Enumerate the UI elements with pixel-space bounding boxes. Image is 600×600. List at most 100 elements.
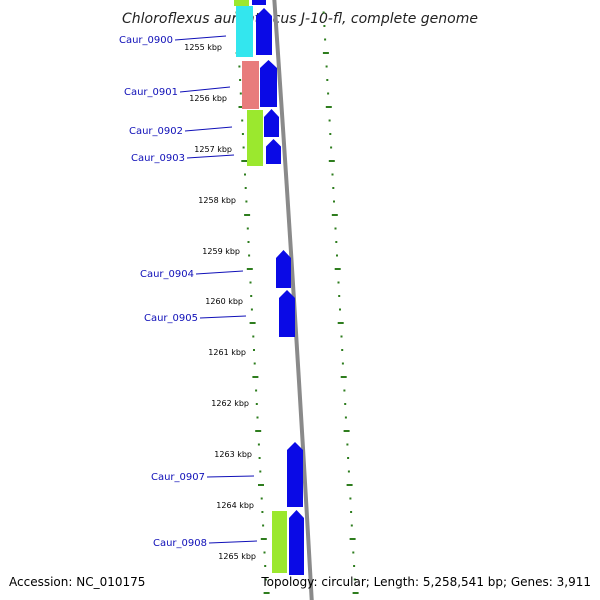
cog-block <box>236 6 253 57</box>
outer-tick <box>325 106 332 108</box>
inner-tick <box>258 457 261 459</box>
kbp-label: 1256 kbp <box>189 94 227 103</box>
cog-block <box>234 0 249 6</box>
outer-tick <box>332 187 335 189</box>
topology-text: Topology: circular; Length: 5,258,541 bp… <box>260 575 591 589</box>
inner-tick <box>263 551 266 554</box>
kbp-label: 1264 kbp <box>216 501 254 510</box>
outer-tick <box>337 322 344 324</box>
gene-label: Caur_0903 <box>131 153 185 164</box>
gene-labels: Caur_0900 Caur_0901 Caur_0902 Caur_0903 Caur… <box>119 35 258 549</box>
map-title: Chloroflexus aurantiacus J-10-fl, comple… <box>122 11 478 27</box>
outer-tick <box>346 484 353 486</box>
gene-arrows <box>252 0 304 575</box>
inner-tick <box>242 146 245 149</box>
outer-tick <box>353 578 356 581</box>
outer-tick <box>350 511 353 513</box>
inner-tick <box>253 362 256 365</box>
outer-tick <box>340 335 343 338</box>
kbp-label: 1258 kbp <box>198 196 236 205</box>
inner-tick <box>245 200 248 203</box>
kbp-label: 1255 kbp <box>184 43 222 52</box>
inner-tick <box>257 443 260 446</box>
inner-tick <box>252 376 259 378</box>
inner-tick <box>255 403 258 405</box>
inner-tick <box>264 565 267 567</box>
outer-tick <box>330 146 333 149</box>
outer-tick <box>344 416 347 419</box>
gene-arrow <box>256 8 272 55</box>
outer-tick <box>322 11 325 14</box>
outer-tick <box>349 538 356 540</box>
gene-arrow <box>266 139 281 164</box>
outer-tick <box>347 457 350 459</box>
inner-tick <box>260 538 267 540</box>
outer-tick <box>329 133 332 135</box>
kbp-label: 1265 kbp <box>218 552 256 561</box>
kbp-scale: 1255 kbp 1256 kbp 1257 kbp 1258 kbp 1259 kbp… <box>184 43 256 561</box>
gene-label: Caur_0900 <box>119 35 173 46</box>
inner-tick <box>256 416 259 419</box>
gene-label-leader <box>199 315 247 319</box>
inner-tick <box>263 592 270 594</box>
inner-tick <box>241 160 248 162</box>
gene-label-leader <box>206 475 255 478</box>
outer-tick <box>333 200 335 203</box>
outer-tick <box>331 173 334 176</box>
kbp-label: 1261 kbp <box>208 348 246 357</box>
gene-arrow <box>279 290 295 337</box>
inner-tick <box>264 578 267 581</box>
outer-tick <box>334 227 337 230</box>
inner-tick <box>246 268 253 270</box>
kbp-label: 1257 kbp <box>194 145 232 154</box>
inner-tick <box>241 133 244 135</box>
outer-tick <box>326 79 329 81</box>
inner-tick <box>258 484 264 486</box>
gene-label: Caur_0901 <box>124 87 178 98</box>
outer-tick <box>334 268 341 270</box>
inner-tick <box>253 349 255 351</box>
outer-tick <box>327 92 330 95</box>
cog-block <box>272 511 287 573</box>
gene-label-leader <box>184 126 233 132</box>
outer-tick <box>340 376 347 378</box>
outer-tick <box>324 38 327 41</box>
kbp-label: 1259 kbp <box>202 247 240 256</box>
inner-tick <box>261 511 264 513</box>
gene-label: Caur_0902 <box>129 126 183 137</box>
kbp-label: 1262 kbp <box>211 399 249 408</box>
outer-tick <box>325 65 328 68</box>
gene-arrow <box>289 510 304 575</box>
outer-tick <box>347 470 350 473</box>
gene-label: Caur_0908 <box>153 538 207 549</box>
outer-tick <box>328 119 331 122</box>
gene-arrow <box>276 250 291 288</box>
cog-blocks <box>234 0 287 573</box>
outer-tick <box>341 349 344 351</box>
outer-tick <box>343 430 350 432</box>
inner-tick <box>238 106 245 108</box>
outer-tick <box>328 160 335 162</box>
gene-arrow <box>264 109 279 137</box>
outer-tick <box>339 308 341 311</box>
outer-tick <box>336 254 338 257</box>
outer-tick <box>322 52 329 54</box>
outer-tick <box>343 389 346 392</box>
gene-label-leader <box>186 154 235 159</box>
outer-tick <box>323 25 326 27</box>
gene-arrow <box>260 60 277 107</box>
outer-tick <box>337 281 340 284</box>
accession-text: Accession: NC_010175 <box>9 575 145 589</box>
inner-tick <box>262 524 265 527</box>
gene-label: Caur_0905 <box>144 313 198 324</box>
inner-tick <box>259 470 262 473</box>
outer-tick <box>341 362 344 365</box>
outer-tick <box>346 443 349 446</box>
outer-tick <box>349 497 352 500</box>
gene-label-leader <box>179 86 231 93</box>
inner-tick <box>239 92 242 95</box>
inner-tick <box>246 227 249 230</box>
outer-tick <box>344 403 347 405</box>
cog-block <box>247 110 263 166</box>
